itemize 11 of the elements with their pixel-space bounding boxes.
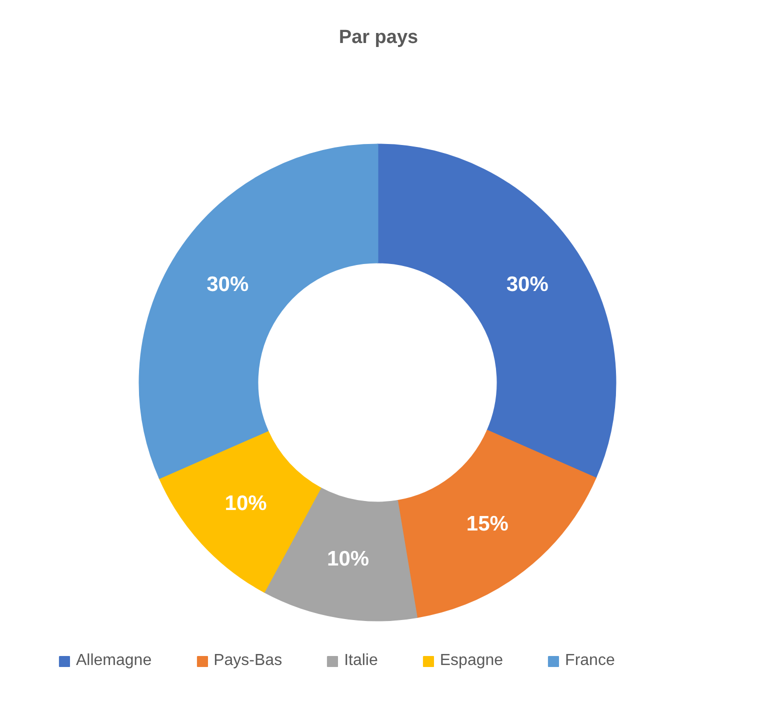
data-label: 10% xyxy=(224,492,268,516)
legend-label: France xyxy=(565,652,615,670)
legend-label: Italie xyxy=(344,652,378,670)
data-label: 10% xyxy=(327,548,370,571)
data-label: 30% xyxy=(206,273,249,296)
legend-label: Allemagne xyxy=(76,652,152,670)
data-label: 15% xyxy=(466,512,509,536)
chart-title: Par pays xyxy=(338,27,418,48)
data-label: 30% xyxy=(506,273,549,296)
legend-label: Pays-Bas xyxy=(214,652,282,670)
legend-label: Espagne xyxy=(440,652,504,670)
